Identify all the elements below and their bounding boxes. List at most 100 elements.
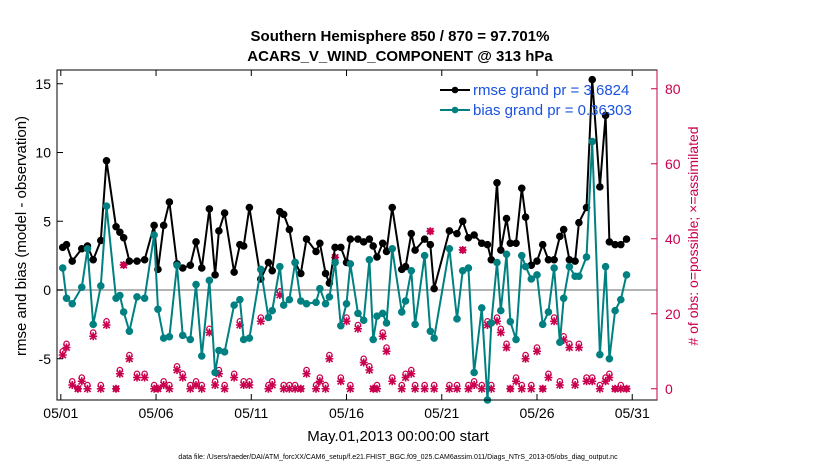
obs-assimilated-marker: [582, 377, 591, 386]
y2-tick-label: 0: [665, 381, 673, 397]
bias-point: [477, 304, 486, 312]
obs-assimilated-marker: [353, 324, 362, 333]
obs-assimilated-marker: [483, 321, 492, 329]
obs-assimilated-marker: [178, 373, 187, 382]
chart-title-line2: ACARS_V_WIND_COMPONENT @ 313 hPa: [247, 48, 553, 65]
bias-point: [582, 253, 591, 261]
obs-assimilated-marker: [464, 384, 473, 393]
bias-point: [58, 264, 67, 272]
bias-point: [559, 294, 568, 303]
bias-point: [337, 321, 345, 330]
rmse-point: [297, 269, 305, 278]
obs-assimilated-marker: [616, 384, 625, 393]
obs-assimilated-marker: [538, 384, 547, 393]
obs-assimilated-marker: [359, 358, 368, 367]
obs-assimilated-marker: [565, 343, 574, 352]
x-tick-label: 05/26: [519, 405, 554, 421]
bias-point: [211, 368, 219, 377]
obs-assimilated-marker: [220, 384, 229, 393]
rmse-point: [150, 221, 158, 230]
bias-point: [388, 244, 397, 253]
rmse-point: [378, 239, 387, 248]
rmse-point: [192, 238, 200, 246]
bias-point: [89, 320, 97, 329]
obs-assimilated-marker: [230, 373, 239, 382]
bias-point: [342, 299, 351, 308]
bias-point: [365, 255, 374, 264]
bias-point: [601, 262, 610, 271]
bias-point: [445, 244, 454, 253]
rmse-point: [285, 225, 294, 234]
obs-assimilated-marker: [477, 384, 486, 393]
obs-assimilated-marker: [112, 384, 121, 393]
x-axis-label: May.01,2013 00:00:00 start: [307, 428, 489, 445]
bias-point: [420, 251, 429, 260]
obs-assimilated-marker: [521, 354, 530, 363]
bias-point: [97, 282, 105, 290]
rmse-point: [125, 257, 134, 265]
bias-point: [257, 265, 265, 274]
obs-assimilated-marker: [611, 384, 620, 393]
bias-point: [279, 301, 288, 309]
obs-assimilated-marker: [506, 384, 515, 393]
y2-axis-label: # of obs: o=possible; ×=assimilated: [685, 126, 701, 345]
bias-point: [276, 262, 284, 271]
rmse-point: [588, 75, 597, 84]
bias-point: [407, 266, 416, 275]
bias-point: [411, 320, 419, 329]
bias-point: [346, 260, 355, 268]
obs-assimilated-marker: [279, 384, 288, 393]
obs-assimilated-marker: [119, 261, 128, 269]
y2-tick-label: 80: [665, 81, 681, 97]
rmse-point: [215, 227, 223, 235]
obs-assimilated-marker: [601, 377, 610, 386]
rmse-point: [575, 218, 583, 227]
bias-point: [575, 272, 583, 281]
obs-assimilated-marker: [595, 384, 604, 393]
obs-assimilated-marker: [411, 384, 420, 393]
obs-assimilated-marker: [256, 317, 265, 326]
obs-assimilated-marker: [235, 321, 244, 329]
bias-point: [517, 251, 526, 260]
legend-swatch-marker: [451, 106, 459, 114]
obs-assimilated-marker: [62, 343, 71, 352]
bias-point: [533, 271, 541, 279]
obs-assimilated-marker: [285, 384, 294, 393]
obs-assimilated-marker: [470, 381, 479, 389]
rmse-point: [521, 213, 530, 221]
obs-assimilated-marker: [302, 369, 311, 378]
obs-assimilated-marker: [426, 227, 435, 236]
obs-assimilated-marker: [502, 343, 511, 352]
rmse-point: [89, 255, 97, 264]
obs-assimilated-marker: [268, 381, 277, 389]
x-tick-label: 05/01: [43, 405, 78, 421]
rmse-point: [470, 231, 478, 239]
obs-assimilated-marker: [73, 384, 82, 393]
bias-point: [302, 299, 311, 308]
obs-assimilated-marker: [378, 332, 387, 341]
bias-point: [493, 258, 501, 267]
rmse-point: [388, 203, 397, 212]
rmse-point: [346, 235, 355, 243]
bias-point: [538, 320, 547, 329]
obs-assimilated-marker: [512, 377, 521, 386]
rmse-point: [458, 217, 467, 226]
obs-assimilated-marker: [401, 373, 410, 382]
rmse-point: [517, 184, 526, 193]
bias-series-line: [61, 140, 628, 401]
rmse-point: [279, 210, 288, 219]
bias-point: [236, 295, 244, 304]
bias-point: [369, 335, 377, 344]
rmse-point: [538, 240, 547, 249]
bias-point: [527, 275, 536, 283]
bias-point: [197, 352, 206, 360]
rmse-point: [268, 266, 277, 275]
obs-assimilated-marker: [205, 328, 214, 337]
rmse-point: [316, 239, 324, 248]
bias-point: [83, 244, 92, 253]
rmse-point: [502, 214, 511, 223]
rmse-point: [230, 268, 238, 276]
rmse-point: [62, 240, 71, 249]
obs-assimilated-marker: [517, 384, 526, 393]
